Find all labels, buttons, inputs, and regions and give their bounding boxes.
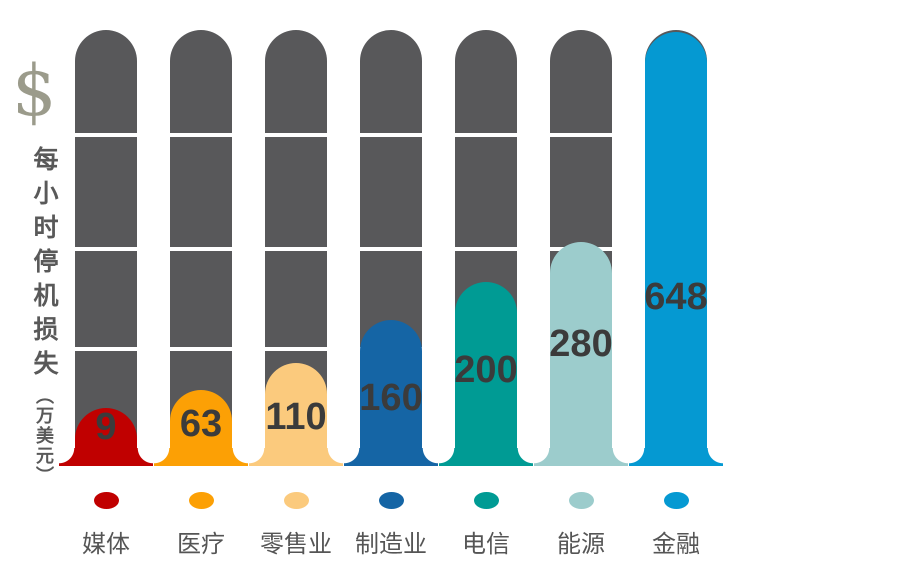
legend-item-energy: 能源 [550, 492, 612, 559]
value-label-manufacturing: 160 [359, 377, 423, 419]
value-label-media: 9 [95, 406, 117, 448]
tube-segment-divider [75, 247, 137, 251]
tube-segment-divider [265, 133, 327, 137]
bar-manufacturing: 160 [344, 30, 438, 466]
tube-segment-divider [455, 247, 517, 251]
legend-label-telecom: 电信 [462, 531, 510, 558]
value-label-telecom: 200 [454, 349, 518, 391]
legend-dot-finance [663, 492, 689, 509]
value-label-finance: 648 [644, 276, 708, 318]
bar-fill-telecom [439, 282, 533, 466]
legend-label-manufacturing: 制造业 [355, 531, 427, 558]
legend-label-retail: 零售业 [260, 531, 332, 558]
bar-healthcare: 63 [154, 30, 248, 466]
bar-retail: 110 [249, 30, 343, 466]
tube-segment-divider [360, 133, 422, 137]
tube-segment-divider [265, 247, 327, 251]
tube-segment-divider [265, 347, 327, 351]
dollar-icon: $ [12, 50, 57, 132]
bar-fill-healthcare [154, 390, 248, 466]
bar-fill-retail [249, 363, 343, 466]
value-label-retail: 110 [265, 396, 327, 438]
y-axis-unit: （万美元） [34, 386, 54, 486]
legend-dot-telecom [473, 492, 499, 509]
legend-label-healthcare: 医疗 [177, 531, 225, 558]
legend-dot-manufacturing [378, 492, 404, 509]
legend-dot-energy [568, 492, 594, 509]
tube-segment-divider [455, 133, 517, 137]
tube-segment-divider [75, 133, 137, 137]
y-axis-title-text: 每小时停机损失 [30, 146, 58, 384]
legend: 媒体 医疗 零售业 制造业 电信 能源 金融 [75, 492, 707, 559]
legend-dot-healthcare [188, 492, 214, 509]
tube-segment-divider [75, 347, 137, 351]
legend-dot-retail [283, 492, 309, 509]
legend-dot-media [93, 492, 119, 509]
bar-finance: 648 [629, 30, 723, 466]
legend-item-manufacturing: 制造业 [355, 492, 427, 559]
legend-item-healthcare: 医疗 [170, 492, 232, 559]
tube-segment-divider [550, 133, 612, 137]
legend-item-finance: 金融 [645, 492, 707, 559]
legend-item-retail: 零售业 [260, 492, 332, 559]
legend-item-telecom: 电信 [455, 492, 517, 559]
value-label-healthcare: 63 [179, 403, 223, 445]
bar-fill-energy [534, 242, 628, 466]
bar-fill-media [59, 408, 153, 466]
tube-segment-divider [170, 247, 232, 251]
bar-chart: 9 63 110 160 200 280 648 [59, 30, 723, 466]
tube-background-media [75, 30, 137, 466]
legend-label-energy: 能源 [557, 531, 605, 558]
value-label-energy: 280 [549, 323, 613, 365]
bar-fill-finance [629, 32, 723, 466]
legend-label-finance: 金融 [652, 531, 700, 558]
legend-item-media: 媒体 [75, 492, 137, 559]
y-axis-title: 每小时停机损失（万美元） [26, 146, 62, 576]
bar-fill-manufacturing [344, 320, 438, 466]
bar-energy: 280 [534, 30, 628, 466]
legend-label-media: 媒体 [82, 531, 130, 558]
tube-segment-divider [360, 247, 422, 251]
bar-media: 9 [59, 30, 153, 466]
tube-segment-divider [170, 347, 232, 351]
bar-telecom: 200 [439, 30, 533, 466]
tube-segment-divider [170, 133, 232, 137]
